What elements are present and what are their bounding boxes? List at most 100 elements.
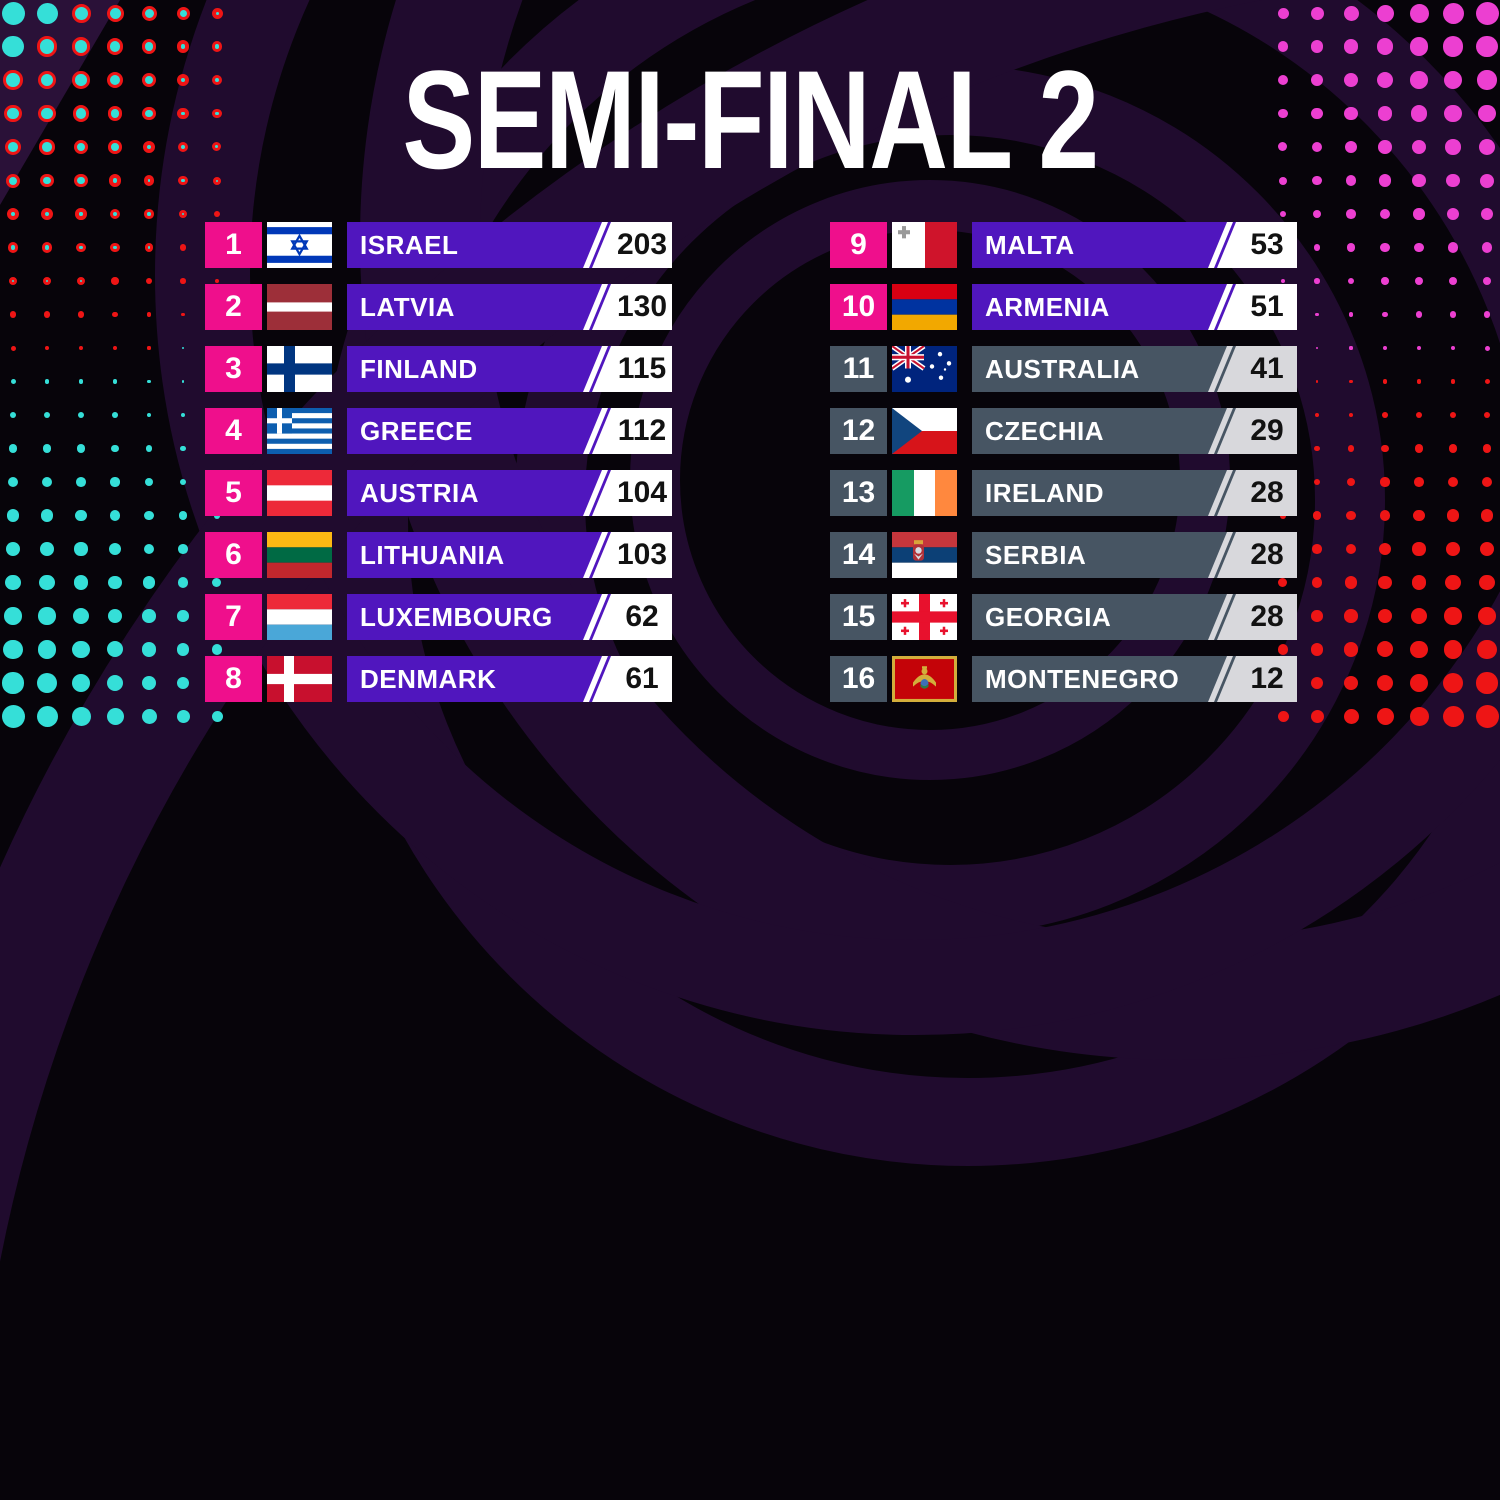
decor-dot: [1312, 209, 1322, 219]
decor-dot: [37, 70, 57, 90]
country-bar: CZECHIA 29: [972, 408, 1297, 454]
decor-dot: [1315, 312, 1319, 317]
decor-dot: [1311, 141, 1323, 153]
score-box: 51: [1203, 284, 1297, 330]
decor-dot: [1379, 208, 1391, 220]
score-box: 29: [1203, 408, 1297, 454]
decor-dot: [1343, 642, 1359, 657]
decor-dot: [141, 39, 157, 54]
decor-dot: [1484, 379, 1490, 384]
decor-dot: [1476, 672, 1498, 694]
decor-dot: [1481, 476, 1493, 488]
decor-dot: [176, 6, 190, 20]
decor-dot: [142, 609, 156, 623]
decor-dot: [71, 3, 91, 23]
decor-dot: [44, 379, 50, 384]
decor-dot: [144, 510, 154, 521]
decor-dot: [5, 139, 21, 155]
country-bar: IRELAND 28: [972, 470, 1297, 516]
rank-badge: 9: [830, 222, 887, 268]
decor-dot: [8, 276, 18, 286]
decor-dot: [1310, 73, 1324, 87]
decor-dot: [180, 278, 186, 284]
country-bar: ARMENIA 51: [972, 284, 1297, 330]
decor-dot: [1411, 139, 1427, 155]
decor-dot: [6, 509, 20, 522]
flag-luxembourg: [267, 594, 332, 640]
decor-dot: [10, 345, 16, 351]
decor-dot: [146, 412, 152, 418]
decor-dot: [1314, 445, 1320, 452]
decor-dot: [110, 242, 120, 252]
decor-dot: [107, 106, 123, 121]
decor-dot: [111, 444, 119, 453]
country-name: SERBIA: [985, 539, 1087, 570]
decor-dot: [1381, 444, 1389, 453]
decor-dot: [7, 476, 19, 488]
decor-dot: [141, 72, 157, 88]
decor-dot: [1346, 510, 1356, 521]
result-row: 12 CZECHIA 29: [830, 408, 1297, 454]
score-box: 112: [578, 408, 672, 454]
decor-dot: [37, 640, 57, 659]
decor-dot: [1343, 5, 1359, 21]
decor-dot: [76, 444, 86, 453]
score-box: 203: [578, 222, 672, 268]
decor-dot: [1376, 674, 1394, 692]
decor-dot: [1346, 477, 1356, 487]
decor-dot: [6, 207, 20, 221]
decor-dot: [146, 312, 152, 317]
country-name: LUXEMBOURG: [360, 601, 553, 632]
decor-dot: [72, 607, 90, 625]
decor-dot: [1479, 139, 1495, 155]
decor-dot: [1442, 36, 1464, 57]
country-bar: AUSTRIA 104: [347, 470, 672, 516]
flag-lithuania: [267, 532, 332, 578]
decor-dot: [1409, 707, 1429, 726]
decor-dot: [4, 104, 22, 123]
flag-finland: [267, 346, 332, 392]
score-value: 28: [1250, 476, 1284, 509]
decor-dot: [1414, 276, 1424, 286]
decor-dot: [142, 140, 156, 154]
decor-dot: [211, 7, 223, 19]
decor-dot: [1344, 140, 1358, 154]
decor-dot: [1416, 379, 1422, 384]
rank-badge: 16: [830, 656, 887, 702]
score-value: 28: [1250, 600, 1284, 633]
decor-dot: [76, 242, 86, 253]
decor-dot: [108, 575, 122, 590]
country-bar: MALTA 53: [972, 222, 1297, 268]
result-row: 5 AUSTRIA 104: [205, 470, 672, 516]
decor-dot: [72, 640, 90, 659]
decor-dot: [1446, 542, 1460, 556]
country-bar: GEORGIA 28: [972, 594, 1297, 640]
result-row: 14 SERBIA 28: [830, 532, 1297, 578]
rank-badge: 11: [830, 346, 887, 392]
decor-dot: [1277, 41, 1289, 52]
decor-dot: [1277, 711, 1289, 722]
flag-austria: [267, 470, 332, 516]
decor-dot: [181, 380, 185, 383]
decor-dot: [1450, 379, 1456, 384]
decor-dot: [109, 510, 121, 521]
rank-badge: 10: [830, 284, 887, 330]
decor-dot: [1, 1, 25, 25]
flag-israel: [267, 222, 332, 268]
decor-dot: [76, 276, 86, 286]
decor-dot: [1447, 476, 1459, 488]
decor-dot: [1412, 542, 1426, 556]
decor-dot: [9, 311, 17, 318]
score-value: 61: [625, 662, 659, 695]
decor-dot: [177, 107, 189, 120]
rank-badge: 3: [205, 346, 262, 392]
flag-ireland: [892, 470, 957, 516]
score-box: 104: [578, 470, 672, 516]
rank-badge: 6: [205, 532, 262, 578]
country-name: AUSTRIA: [360, 477, 480, 508]
decor-dot: [8, 444, 18, 453]
decor-dot: [1480, 207, 1494, 221]
decor-dot: [211, 74, 223, 86]
flag-denmark: [267, 656, 332, 702]
decor-dot: [178, 511, 188, 520]
